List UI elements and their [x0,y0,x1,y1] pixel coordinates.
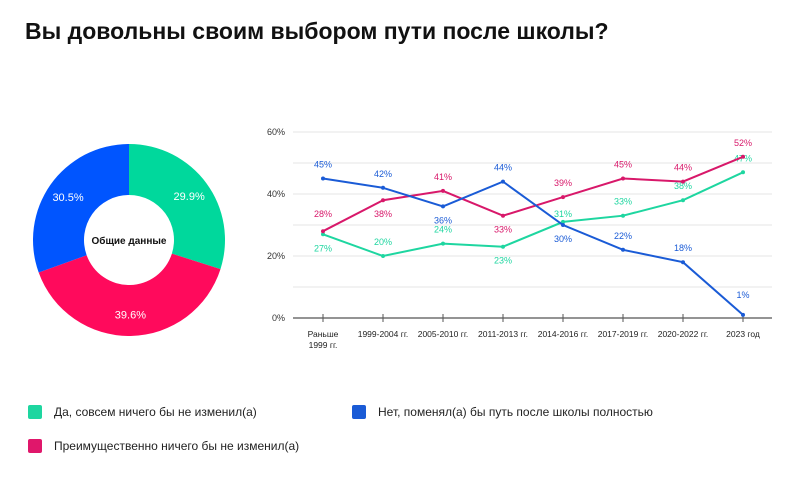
data-label: 23% [494,256,512,266]
legend-swatch [352,405,366,419]
data-point [741,312,745,317]
data-label: 33% [494,225,512,235]
data-label: 52% [734,138,752,148]
data-label: 28% [314,209,332,219]
data-point [741,170,745,175]
legend-item-pink: Преимущественно ничего бы не изменил(а) [28,439,299,453]
data-label: 30% [554,234,572,244]
y-tick-label: 0% [272,313,285,323]
data-point [321,232,325,237]
data-point [321,229,325,234]
data-label: 27% [314,243,332,253]
y-tick-label: 20% [267,251,285,261]
data-label: 38% [374,209,392,219]
data-point [381,254,385,258]
data-point [681,260,685,265]
chart-title: Вы довольны своим выбором пути после шко… [25,18,609,44]
x-tick-label: 2020-2022 гг. [658,329,709,339]
data-point [441,188,445,193]
data-label: 1% [736,290,749,300]
data-point [501,244,505,249]
x-tick-label: 2005-2010 гг. [418,329,469,339]
data-point [381,198,385,203]
data-point [441,241,445,246]
data-point [501,179,505,184]
data-label: 42% [374,169,392,179]
data-label: 22% [614,231,632,241]
data-point [741,154,745,159]
data-label: 39% [554,178,572,188]
data-point [681,198,685,203]
data-point [561,223,565,227]
series-line [322,177,744,316]
legend-label: Преимущественно ничего бы не изменил(а) [54,439,300,453]
y-tick-label: 40% [267,189,285,199]
x-tick-label: 2011-2013 гг. [478,329,528,339]
series-line [322,171,744,258]
data-label: 44% [494,163,512,173]
data-label: 31% [554,209,572,219]
data-point [561,219,565,224]
slice-label: 30.5% [52,192,83,204]
data-point [561,195,565,200]
data-label: 24% [434,225,452,235]
legend-label: Да, совсем ничего бы не изменил(а) [54,405,257,419]
data-label: 33% [614,197,632,207]
x-tick-label: 2014-2016 гг. [538,329,589,339]
slice-label: 39.6% [115,309,146,321]
data-label: 41% [434,172,452,182]
data-point [681,179,685,184]
donut-slice [38,253,221,337]
x-tick-label: 1999 гг. [309,340,338,350]
donut-slice [32,144,130,273]
data-point [621,213,625,218]
data-point [441,204,445,209]
donut-slice [129,144,226,270]
legend-swatch [28,439,42,453]
data-label: 44% [674,163,692,173]
data-label: 38% [674,181,692,191]
data-point [621,247,625,252]
data-label: 45% [614,160,632,170]
x-tick-label: Раньше [308,329,339,339]
x-tick-label: 1999-2004 гг. [358,329,409,339]
donut-center-label: Общие данные [92,235,167,247]
data-label: 36% [434,215,452,225]
data-point [501,213,505,218]
data-point [321,176,325,181]
data-label: 45% [314,160,332,170]
data-point [381,185,385,190]
series-line [322,155,744,233]
legend-label: Нет, поменял(а) бы путь после школы полн… [378,405,653,419]
data-label: 18% [674,243,692,253]
legend-item-blue: Нет, поменял(а) бы путь после школы полн… [352,405,653,419]
data-point [621,176,625,181]
y-tick-label: 60% [267,127,285,137]
legend-swatch [28,405,42,419]
slice-label: 29.9% [174,191,205,203]
x-tick-label: 2017-2019 гг. [598,329,649,339]
x-tick-label: 2023 год [726,329,760,339]
legend-item-green: Да, совсем ничего бы не изменил(а) [28,405,257,419]
data-label: 20% [374,237,392,247]
